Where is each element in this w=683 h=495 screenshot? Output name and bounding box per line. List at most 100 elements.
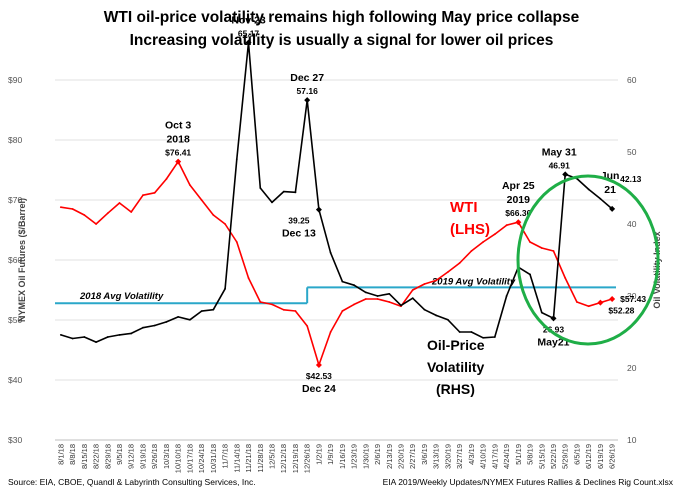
- wti-point: [83, 214, 86, 216]
- wti-point: [282, 308, 285, 311]
- x-tick-label: 5/29/19: [561, 444, 570, 469]
- x-tick-label: 12/5/18: [267, 444, 276, 469]
- y-tick-label: $70: [8, 195, 22, 205]
- volatility-point: [83, 336, 86, 338]
- x-tick-label: 9/19/18: [138, 444, 147, 469]
- wti-point: [329, 331, 332, 333]
- annotation-label: Dec 24: [302, 383, 336, 395]
- wti-point: [271, 303, 273, 306]
- wti-point: [353, 303, 355, 306]
- annotation-marker: [515, 219, 522, 226]
- x-tick-label: 3/27/19: [455, 444, 464, 469]
- volatility-point: [470, 331, 473, 333]
- volatility-point: [388, 292, 391, 295]
- x-tick-label: 1/30/19: [361, 444, 370, 469]
- x-tick-label: 12/26/18: [303, 444, 312, 473]
- y2-tick-label: 60: [627, 75, 637, 85]
- volatility-point: [364, 291, 367, 294]
- annotation-value: 57.16: [297, 86, 319, 96]
- chart-subtitle: Increasing volatility is usually a signa…: [129, 32, 554, 49]
- x-tick-label: 11/7/18: [221, 444, 230, 468]
- wti-point: [153, 191, 156, 194]
- annotation-value: 26.93: [543, 324, 565, 334]
- x-tick-label: 2/6/19: [373, 444, 382, 465]
- x-tick-label: 3/13/19: [432, 444, 441, 469]
- x-tick-label: 10/3/18: [162, 444, 171, 469]
- volatility-point: [540, 311, 543, 314]
- wti-point: [142, 194, 144, 197]
- x-tick-label: 9/5/18: [115, 444, 124, 465]
- volatility-point: [423, 308, 426, 311]
- series-label: (LHS): [450, 221, 490, 238]
- volatility-point: [142, 326, 144, 329]
- wti-point: [212, 214, 215, 216]
- series-label: Volatility: [427, 359, 485, 375]
- volatility-point: [529, 273, 531, 276]
- wti-point: [200, 199, 203, 201]
- x-tick-label: 8/1/18: [56, 444, 65, 465]
- wti-point: [388, 301, 391, 303]
- y2-tick-label: 40: [627, 219, 637, 229]
- y-tick-label: $80: [8, 135, 22, 145]
- x-tick-label: 8/8/18: [68, 444, 77, 465]
- x-tick-label: 1/23/19: [350, 444, 359, 469]
- avg-2018-label: 2018 Avg Volatility: [79, 291, 164, 302]
- volatility-point: [130, 332, 133, 335]
- wti-point: [71, 208, 74, 210]
- x-tick-label: 10/10/18: [174, 444, 183, 473]
- volatility-point: [200, 310, 203, 313]
- volatility-point: [71, 337, 74, 340]
- wti-point: [224, 223, 226, 225]
- annotation-marker: [175, 158, 182, 165]
- x-tick-label: 6/19/19: [596, 444, 605, 469]
- volatility-point: [458, 331, 461, 333]
- volatility-point: [447, 318, 449, 321]
- x-tick-label: 11/21/18: [244, 444, 253, 473]
- wti-point: [235, 241, 238, 243]
- x-tick-label: 4/17/19: [490, 444, 499, 469]
- source-note: Source: EIA, CBOE, Quandl & Labyrinth Co…: [8, 477, 256, 487]
- x-tick-label: 10/24/18: [197, 444, 206, 473]
- series-label: (RHS): [436, 381, 475, 397]
- wti-point: [294, 310, 297, 312]
- wti-point: [247, 277, 250, 279]
- y-tick-label: $60: [8, 255, 22, 265]
- wti-point: [118, 202, 121, 204]
- wti-price-line: [60, 160, 613, 366]
- volatility-point: [282, 190, 285, 193]
- x-tick-label: 11/28/18: [256, 444, 265, 473]
- x-tick-label: 2/13/19: [385, 444, 394, 469]
- y-tick-label: $30: [8, 435, 22, 445]
- series-label: WTI: [450, 199, 478, 216]
- volatility-point: [400, 304, 402, 307]
- wti-point: [306, 325, 309, 327]
- x-tick-label: 4/24/19: [502, 444, 511, 469]
- annotation-value: 46.91: [549, 160, 571, 170]
- volatility-point: [95, 341, 97, 343]
- volatility-point: [587, 188, 590, 191]
- x-tick-label: 6/26/19: [608, 444, 617, 469]
- annotation-value: 42.13: [620, 174, 642, 184]
- annotation-value: $57.43: [620, 294, 646, 304]
- annotation-label: Oct 3: [165, 120, 191, 132]
- annotation-marker: [562, 171, 569, 178]
- annotation-label: Dec 27: [290, 72, 324, 84]
- series-label: Oil-Price: [427, 337, 485, 353]
- volatility-point: [294, 191, 297, 194]
- annotation-marker: [315, 206, 322, 213]
- wti-point: [529, 241, 531, 243]
- x-tick-label: 9/26/18: [150, 444, 159, 469]
- volatility-point: [435, 314, 438, 317]
- annotation-label: Dec 13: [282, 228, 316, 240]
- y-tick-label: $50: [8, 315, 22, 325]
- wti-point: [482, 241, 485, 243]
- wti-point: [411, 289, 414, 291]
- volatility-point: [118, 333, 121, 336]
- x-tick-label: 1/9/19: [326, 444, 335, 465]
- wti-point: [259, 301, 262, 303]
- wti-point: [130, 211, 133, 213]
- annotation-label: Apr 25: [502, 180, 535, 192]
- volatility-point: [376, 295, 379, 297]
- y2-tick-label: 50: [627, 147, 637, 157]
- volatility-point: [212, 308, 215, 311]
